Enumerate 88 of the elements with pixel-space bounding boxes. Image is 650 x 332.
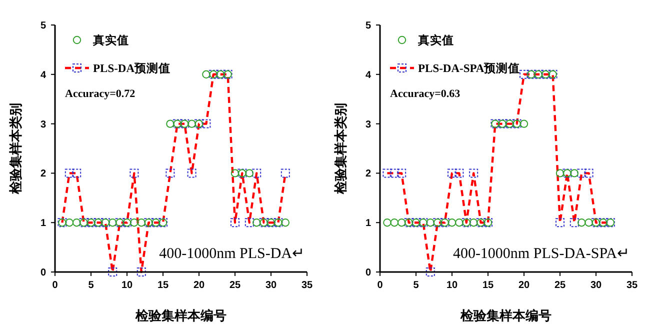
point	[137, 218, 146, 227]
point	[570, 218, 579, 228]
point	[426, 268, 435, 276]
point	[252, 218, 261, 227]
point	[108, 268, 118, 276]
point	[470, 218, 478, 227]
point	[64, 168, 74, 178]
y-axis-title: 检验集样本类别	[333, 103, 348, 195]
x-tick-label: 5	[88, 280, 94, 291]
x-tick-label: 15	[157, 280, 169, 291]
point	[390, 218, 398, 227]
y-tick-label: 2	[40, 168, 46, 180]
point	[520, 70, 528, 79]
point	[72, 218, 81, 227]
point	[130, 218, 138, 227]
y-tick-label: 4	[40, 70, 46, 81]
point	[577, 168, 586, 178]
y-tick-label: 3	[40, 119, 46, 130]
point	[390, 168, 399, 178]
point	[382, 168, 392, 178]
x-tick-label: 0	[377, 280, 384, 291]
point	[455, 218, 464, 227]
point	[556, 169, 564, 178]
point	[448, 168, 456, 178]
x-axis-title: 检验集样本编号	[134, 308, 226, 323]
point	[108, 218, 117, 227]
annotation: Accuracy=0.72	[65, 88, 136, 100]
point	[570, 169, 578, 178]
x-axis-title: 检验集样本编号	[460, 308, 552, 323]
point	[584, 218, 593, 227]
annotation: Accuracy=0.63	[390, 88, 461, 100]
x-tick-label: 5	[413, 280, 420, 291]
point	[230, 218, 240, 228]
point	[166, 120, 174, 128]
point	[245, 169, 254, 178]
point	[230, 169, 240, 178]
point	[252, 168, 262, 178]
point	[397, 168, 406, 178]
point	[72, 168, 82, 178]
point	[469, 168, 478, 178]
y-tick-label: 3	[365, 119, 372, 130]
point	[188, 120, 196, 128]
x-tick-label: 20	[193, 280, 205, 291]
point	[454, 168, 464, 178]
x-tick-label: 25	[554, 280, 566, 291]
x-tick-label: 35	[626, 280, 638, 291]
legend-label: 真实值	[417, 33, 454, 48]
point	[65, 218, 74, 227]
x-tick-label: 15	[482, 280, 494, 291]
point	[187, 168, 196, 178]
y-tick-label: 5	[40, 20, 46, 32]
point	[398, 218, 406, 227]
point	[130, 168, 139, 178]
y-axis-title: 检验集样本类别	[8, 103, 23, 195]
x-tick-label: 0	[52, 280, 58, 291]
point	[166, 168, 175, 178]
point	[578, 218, 586, 227]
x-tick-label: 25	[229, 280, 241, 291]
legend-label: PLS-DA预测值	[93, 62, 171, 76]
annotation: 400-1000nm PLS-DA-SPA↵	[452, 246, 630, 262]
x-tick-label: 30	[265, 280, 277, 291]
y-tick-label: 2	[365, 168, 372, 180]
y-tick-label: 0	[365, 268, 372, 278]
y-tick-label: 0	[40, 268, 46, 278]
legend-label: PLS-DA-SPA预测值	[418, 62, 520, 76]
point	[202, 119, 211, 128]
point	[556, 218, 564, 228]
point	[383, 218, 392, 227]
point	[281, 218, 290, 227]
x-tick-label: 20	[518, 280, 530, 291]
point	[426, 218, 434, 227]
x-tick-label: 10	[446, 280, 458, 291]
point	[448, 218, 456, 227]
y-tick-label: 4	[365, 70, 372, 81]
point	[520, 120, 528, 128]
point	[280, 168, 290, 178]
x-tick-label: 35	[301, 280, 313, 291]
point	[202, 70, 210, 78]
x-tick-label: 30	[590, 280, 602, 291]
point	[136, 268, 146, 276]
y-tick-label: 1	[365, 218, 372, 230]
legend-label: 真实值	[92, 33, 129, 48]
point	[584, 168, 594, 178]
point	[244, 218, 254, 228]
y-tick-label: 5	[365, 20, 372, 32]
x-tick-label: 10	[121, 280, 133, 291]
annotation: 400-1000nm PLS-DA↵	[159, 246, 305, 262]
y-tick-label: 1	[40, 218, 46, 230]
